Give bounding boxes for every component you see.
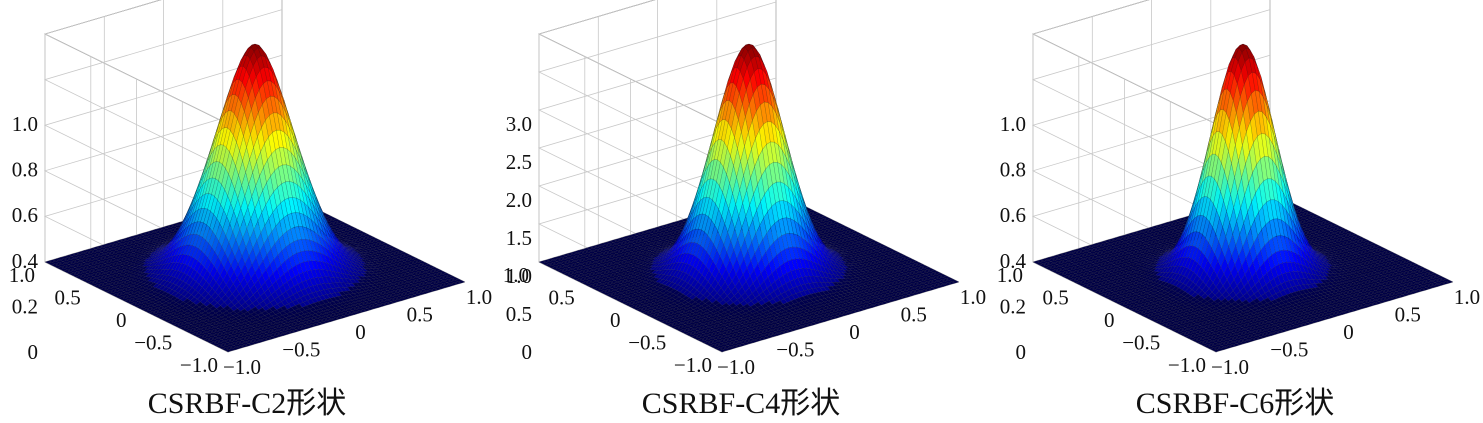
x-axis-tick-label: 0.5 (407, 303, 433, 327)
surface-patch (356, 230, 365, 234)
x-axis-tick-label: 0 (355, 320, 366, 344)
surface-patch (326, 215, 335, 219)
surface-plot-c4: 3.02.52.01.51.00.501.00.50−0.5−1.0 −1.0−0… (503, 0, 986, 379)
z-tick-label: 1.0 (12, 112, 38, 136)
y-axis-tick-label: 0.5 (55, 286, 81, 310)
x-axis-tick-label: 1.0 (466, 285, 492, 309)
z-tick-label: 0.8 (12, 158, 38, 182)
surface-patch (359, 232, 368, 236)
y-axis-tick-label: −1.0 (180, 353, 218, 377)
surface-patch (338, 221, 347, 225)
surface-patch (347, 226, 356, 230)
x-axis-tick-label: −0.5 (282, 338, 320, 362)
surface-patch (335, 220, 344, 224)
chart-panel-c2: 1.0 0.8 0.6 0.4 0.2 0 1.0 0.5 0 −0.5 −1.0 −1.0 −0.5 0… (0, 0, 494, 423)
surface-patch (341, 223, 350, 227)
surface-mesh (44, 43, 466, 353)
x-axis-tick-label: −1.0 (223, 355, 261, 379)
surface-patch (344, 224, 353, 228)
chart-panel-c4: 3.0 2.5 2.0 1.5 1.0 0.5 0 1.0 0.5 0 −0.5 −1.0 −1.0 −0… (494, 0, 988, 423)
surface-patch (350, 227, 359, 231)
chart-caption: CSRBF-C2形状 (147, 387, 347, 420)
surface-patch (332, 218, 341, 222)
z-tick-label: 0 (28, 340, 39, 364)
y-axis-tick-label: −0.5 (134, 331, 172, 355)
surface-patch (329, 217, 338, 221)
y-axis-tick-label: 0 (116, 308, 127, 332)
surface-patch (323, 214, 332, 218)
z-tick-label: 0.6 (12, 203, 38, 227)
y-axis-tick-label: 1.0 (9, 263, 35, 287)
surface-plot-c2: 1.00.80.60.40.201.00.50−0.5−1.0 −1.0−0.50… (9, 0, 492, 379)
z-tick-label: 0.2 (12, 294, 38, 318)
surface-patch (353, 229, 362, 233)
